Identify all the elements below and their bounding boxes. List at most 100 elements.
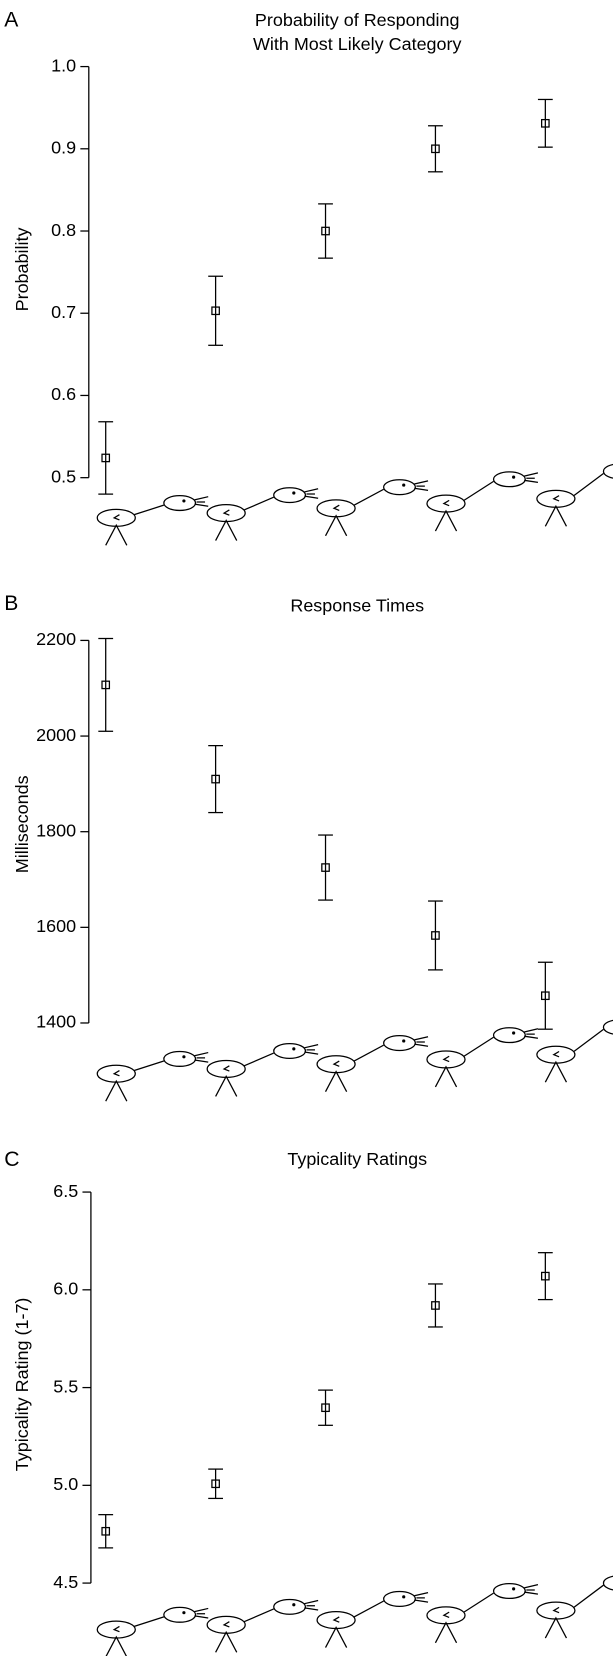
bird-head: [273, 1598, 307, 1615]
bird-body: [206, 1059, 246, 1079]
bird-neck: [353, 1600, 384, 1618]
bird-body: [316, 1610, 356, 1630]
bird-eye-mark: [442, 499, 450, 507]
bird-beak: [304, 1044, 319, 1055]
bird-body: [426, 1050, 466, 1069]
bird-body: [316, 1055, 356, 1074]
data-point: [101, 1526, 111, 1536]
y-tick-label: 5.5: [53, 1376, 78, 1396]
error-bar: [428, 125, 443, 173]
bird-neck: [573, 1028, 604, 1053]
bird-drawing: [426, 1027, 539, 1088]
data-point: [101, 680, 111, 690]
y-tick-label: 0.5: [51, 466, 76, 486]
bird-neck: [353, 488, 384, 506]
bird-neck: [243, 496, 274, 511]
bird-neck: [463, 1036, 494, 1057]
bird-beak: [524, 472, 539, 484]
bird-neck: [243, 1608, 274, 1623]
data-point: [211, 1479, 220, 1489]
bird-head: [602, 1575, 613, 1591]
bird-drawing: [316, 479, 429, 537]
bird-drawing: [206, 1042, 319, 1097]
bird-eye: [512, 475, 516, 479]
bird-eye-mark: [222, 509, 230, 516]
chart-title: With Most Likely Category: [253, 34, 462, 54]
data-point: [321, 1403, 330, 1413]
bird-neck: [463, 1592, 494, 1613]
error-bar: [537, 98, 553, 148]
error-bar: [98, 637, 114, 732]
error-bar: [428, 900, 443, 971]
y-tick-label: 1400: [36, 1012, 76, 1032]
bird-eye: [512, 1587, 516, 1591]
bird-eye: [292, 491, 296, 495]
bird-body: [316, 499, 356, 518]
panel-label: A: [4, 9, 19, 32]
bird-body: [536, 1045, 576, 1064]
bird-neck: [134, 504, 165, 516]
bird-eye: [182, 1611, 186, 1615]
bird-body: [96, 508, 136, 527]
bird-neck: [573, 472, 604, 497]
chart-title: Typicality Ratings: [287, 1149, 427, 1169]
error-bar: [208, 744, 224, 814]
bird-head: [163, 1606, 197, 1623]
y-tick-label: 0.9: [51, 138, 76, 158]
bird-legs: [105, 1635, 128, 1656]
bird-eye-mark: [332, 1060, 340, 1067]
bird-beak: [304, 488, 319, 499]
bird-eye-mark: [332, 504, 340, 512]
bird-head: [163, 1050, 197, 1067]
bird-head: [492, 1582, 526, 1600]
bird-drawing: [206, 1598, 319, 1653]
bird-legs: [544, 504, 568, 527]
bird-eye: [292, 1047, 296, 1051]
chart-title: Response Times: [290, 595, 424, 615]
y-tick-label: 2200: [36, 629, 76, 649]
bird-legs: [544, 1060, 568, 1083]
panel-label: C: [4, 1148, 19, 1171]
bird-eye-mark: [552, 1606, 560, 1614]
data-point: [101, 453, 111, 463]
bird-neck: [353, 1044, 384, 1062]
error-bar: [318, 1389, 333, 1426]
bird-legs: [105, 1079, 128, 1102]
bird-neck: [134, 1060, 165, 1072]
bird-eye-mark: [332, 1616, 340, 1623]
bird-drawing: [316, 1035, 429, 1092]
bird-beak: [414, 1591, 429, 1603]
bird-beak: [194, 496, 209, 507]
error-bar: [428, 1283, 443, 1328]
bird-eye-mark: [112, 1069, 120, 1077]
bird-legs: [215, 1630, 238, 1653]
error-bar: [208, 275, 224, 346]
error-bar: [98, 1514, 114, 1549]
bird-legs: [324, 1626, 348, 1648]
data-point: [321, 863, 330, 872]
data-point: [431, 1301, 440, 1310]
bird-neck: [573, 1584, 604, 1608]
y-tick-label: 6.5: [53, 1181, 78, 1201]
bird-drawing: [206, 487, 319, 541]
bird-eye: [512, 1031, 516, 1035]
bird-neck: [243, 1052, 274, 1067]
y-tick-label: 4.5: [53, 1572, 78, 1592]
bird-eye-mark: [112, 1625, 120, 1633]
y-tick-label: 5.0: [53, 1474, 78, 1494]
chart-title: Probability of Responding: [255, 10, 460, 30]
bird-legs: [324, 514, 348, 537]
error-bar: [208, 1468, 224, 1500]
bird-drawing: [426, 1582, 539, 1644]
bird-beak: [524, 1584, 539, 1595]
error-bar: [98, 421, 114, 495]
bird-legs: [215, 1074, 238, 1097]
bird-body: [536, 489, 576, 508]
bird-legs: [324, 1070, 348, 1092]
bird-eye-mark: [222, 1065, 230, 1072]
bird-eye: [292, 1603, 296, 1607]
bird-beak: [194, 1051, 209, 1063]
error-bar: [537, 1252, 553, 1301]
y-tick-label: 1600: [36, 916, 76, 936]
